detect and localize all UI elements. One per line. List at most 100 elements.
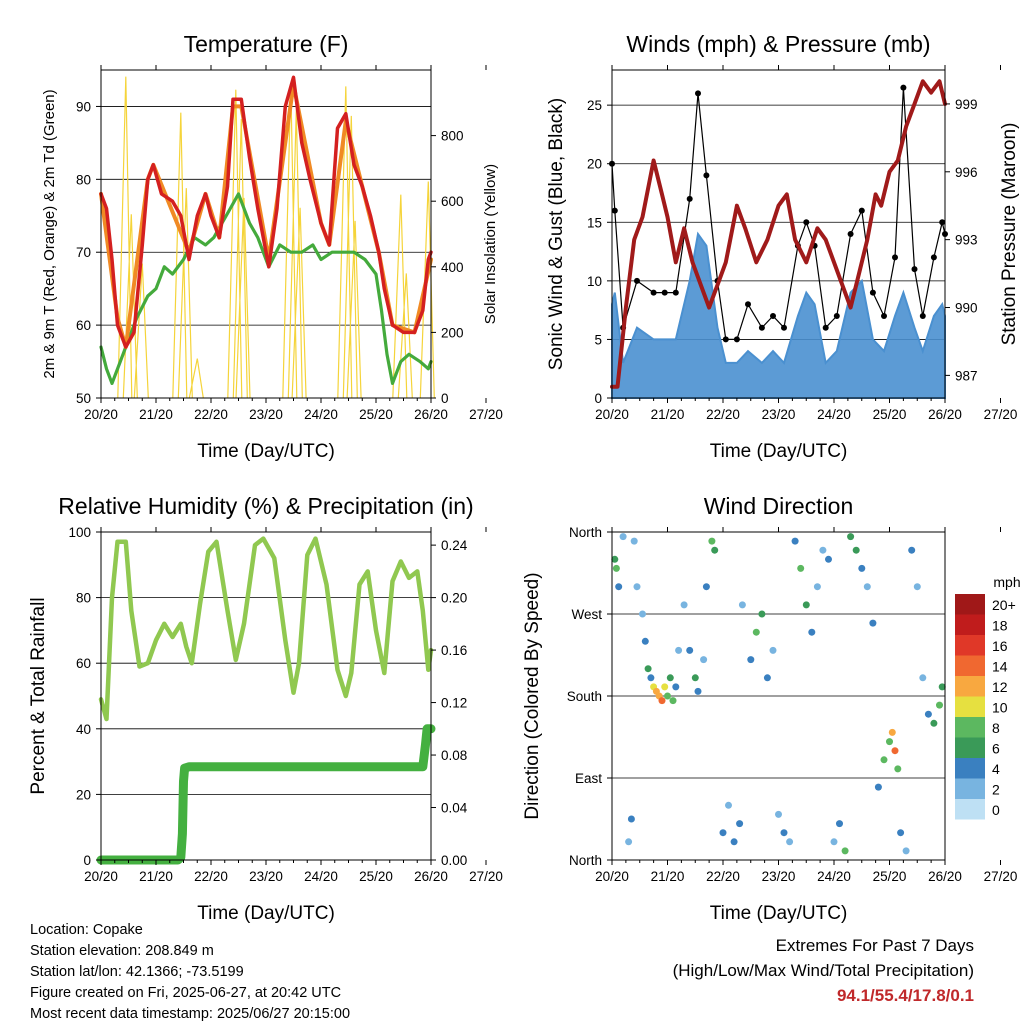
winds-ytick-right-label: 990 <box>955 301 978 316</box>
direction-point <box>858 564 866 572</box>
direction-point <box>661 683 669 691</box>
direction-point <box>913 583 921 591</box>
legend-title: mph <box>993 574 1020 590</box>
direction-ytick-label: South <box>567 689 602 704</box>
legend-label: 0 <box>992 802 1000 818</box>
direction-xtick-label: 20/20 <box>595 869 629 884</box>
humidity-ytick-label: 40 <box>76 722 91 737</box>
humidity-xtick-label: 24/20 <box>304 869 338 884</box>
temperature-ylabel-right: Solar Insolation (Yellow) <box>482 164 499 324</box>
recent-timestamp-text: Most recent data timestamp: 2025/06/27 2… <box>30 1006 351 1022</box>
temperature-xtick-label: 25/20 <box>359 407 393 422</box>
direction-point <box>888 728 896 736</box>
direction-point <box>686 646 694 654</box>
winds-ytick-label: 0 <box>594 391 602 406</box>
humidity-xtick-label: 21/20 <box>139 869 173 884</box>
legend-swatch <box>955 676 985 697</box>
direction-ylabel-left: Direction (Colored By Speed) <box>522 572 543 819</box>
direction-title: Wind Direction <box>704 493 854 519</box>
legend-label: 14 <box>992 659 1008 675</box>
temperature-ylabel-left: 2m & 9m T (Red, Orange) & 2m Td (Green) <box>41 89 58 378</box>
direction-point <box>874 783 882 791</box>
legend-swatch <box>955 594 985 615</box>
legend-swatch <box>955 614 985 635</box>
winds-ytick-right-label: 987 <box>955 368 978 383</box>
created-text: Figure created on Fri, 2025-06-27, at 20… <box>30 985 342 1001</box>
humidity-xtick-label: 20/20 <box>84 869 118 884</box>
direction-point <box>802 601 810 609</box>
station-info: Location: Copake Station elevation: 208.… <box>30 920 350 1025</box>
legend-swatch <box>955 799 985 820</box>
chart-labels: 20/20 21/20 22/20 23/20 24/20 25/20 26/20 27/20… <box>28 31 1021 924</box>
winds-title: Winds (mph) & Pressure (mb) <box>626 31 930 57</box>
direction-point <box>836 820 843 828</box>
direction-point <box>780 829 788 837</box>
temperature-xtick-label: 22/20 <box>194 407 228 422</box>
direction-point <box>891 747 899 755</box>
winds-xtick-label: 22/20 <box>706 407 740 422</box>
legend-swatch <box>955 717 985 738</box>
direction-point <box>908 546 916 554</box>
direction-point <box>672 683 680 691</box>
chart-series <box>96 75 948 865</box>
direction-point <box>611 555 619 563</box>
temperature-ytick-right-label: 400 <box>441 260 464 275</box>
humidity-ytick-right-label: 0.20 <box>441 591 467 606</box>
humidity-ytick-right-label: 0.12 <box>441 696 467 711</box>
direction-point <box>869 619 877 627</box>
winds-xtick-label: 21/20 <box>651 407 685 422</box>
direction-ytick-label: West <box>571 607 602 622</box>
direction-point <box>852 546 860 554</box>
direction-point <box>700 656 708 664</box>
humidity-ytick-label: 80 <box>76 591 91 606</box>
temperature-xtick-label: 20/20 <box>84 407 118 422</box>
legend-label: 18 <box>992 618 1008 634</box>
direction-xtick-label: 21/20 <box>651 869 685 884</box>
temperature-ytick-label: 70 <box>76 245 91 260</box>
winds-ytick-label: 20 <box>587 157 602 172</box>
direction-point <box>930 719 938 727</box>
direction-point <box>633 583 641 591</box>
winds-xlabel: Time (Day/UTC) <box>710 441 848 462</box>
temperature-ytick-label: 80 <box>76 172 91 187</box>
direction-point <box>847 533 855 541</box>
direction-point <box>711 546 719 554</box>
direction-point <box>625 838 633 846</box>
humidity-xtick-label: 27/20 <box>469 869 503 884</box>
direction-point <box>641 637 649 645</box>
direction-point <box>813 583 821 591</box>
humidity-xtick-label: 26/20 <box>414 869 448 884</box>
temperature-ytick-right-label: 600 <box>441 194 464 209</box>
temperature-xtick-label: 23/20 <box>249 407 283 422</box>
direction-xtick-label: 23/20 <box>762 869 796 884</box>
direction-point <box>769 646 777 654</box>
direction-point <box>763 674 771 682</box>
temperature-ytick-right-label: 200 <box>441 325 464 340</box>
direction-point <box>830 838 838 846</box>
legend-swatch <box>955 778 985 799</box>
winds-ytick-label: 15 <box>587 215 602 230</box>
winds-ytick-label: 25 <box>587 98 602 113</box>
direction-point <box>680 601 688 609</box>
legend-label: 4 <box>992 761 1000 777</box>
legend-swatch <box>955 758 985 779</box>
direction-xtick-label: 26/20 <box>928 869 962 884</box>
temperature-xtick-label: 24/20 <box>304 407 338 422</box>
temperature-xtick-label: 27/20 <box>469 407 503 422</box>
humidity-ytick-label: 20 <box>76 787 91 802</box>
pressure-series <box>610 79 947 389</box>
humidity-title: Relative Humidity (%) & Precipitation (i… <box>58 493 473 519</box>
direction-point <box>775 810 782 818</box>
humidity-ytick-right-label: 0.08 <box>441 748 467 763</box>
humidity-ylabel-left: Percent & Total Rainfall <box>28 597 49 794</box>
direction-point <box>666 674 674 682</box>
legend-swatch <box>955 696 985 717</box>
humidity-ytick-label: 60 <box>76 656 91 671</box>
humidity-xlabel: Time (Day/UTC) <box>197 903 335 924</box>
direction-ytick-label: North <box>569 525 602 540</box>
legend-label: 20+ <box>992 597 1016 613</box>
winds-ytick-right-label: 996 <box>955 165 978 180</box>
direction-point <box>730 838 738 846</box>
temperature-ytick-right-label: 800 <box>441 129 464 144</box>
direction-point <box>791 537 799 545</box>
